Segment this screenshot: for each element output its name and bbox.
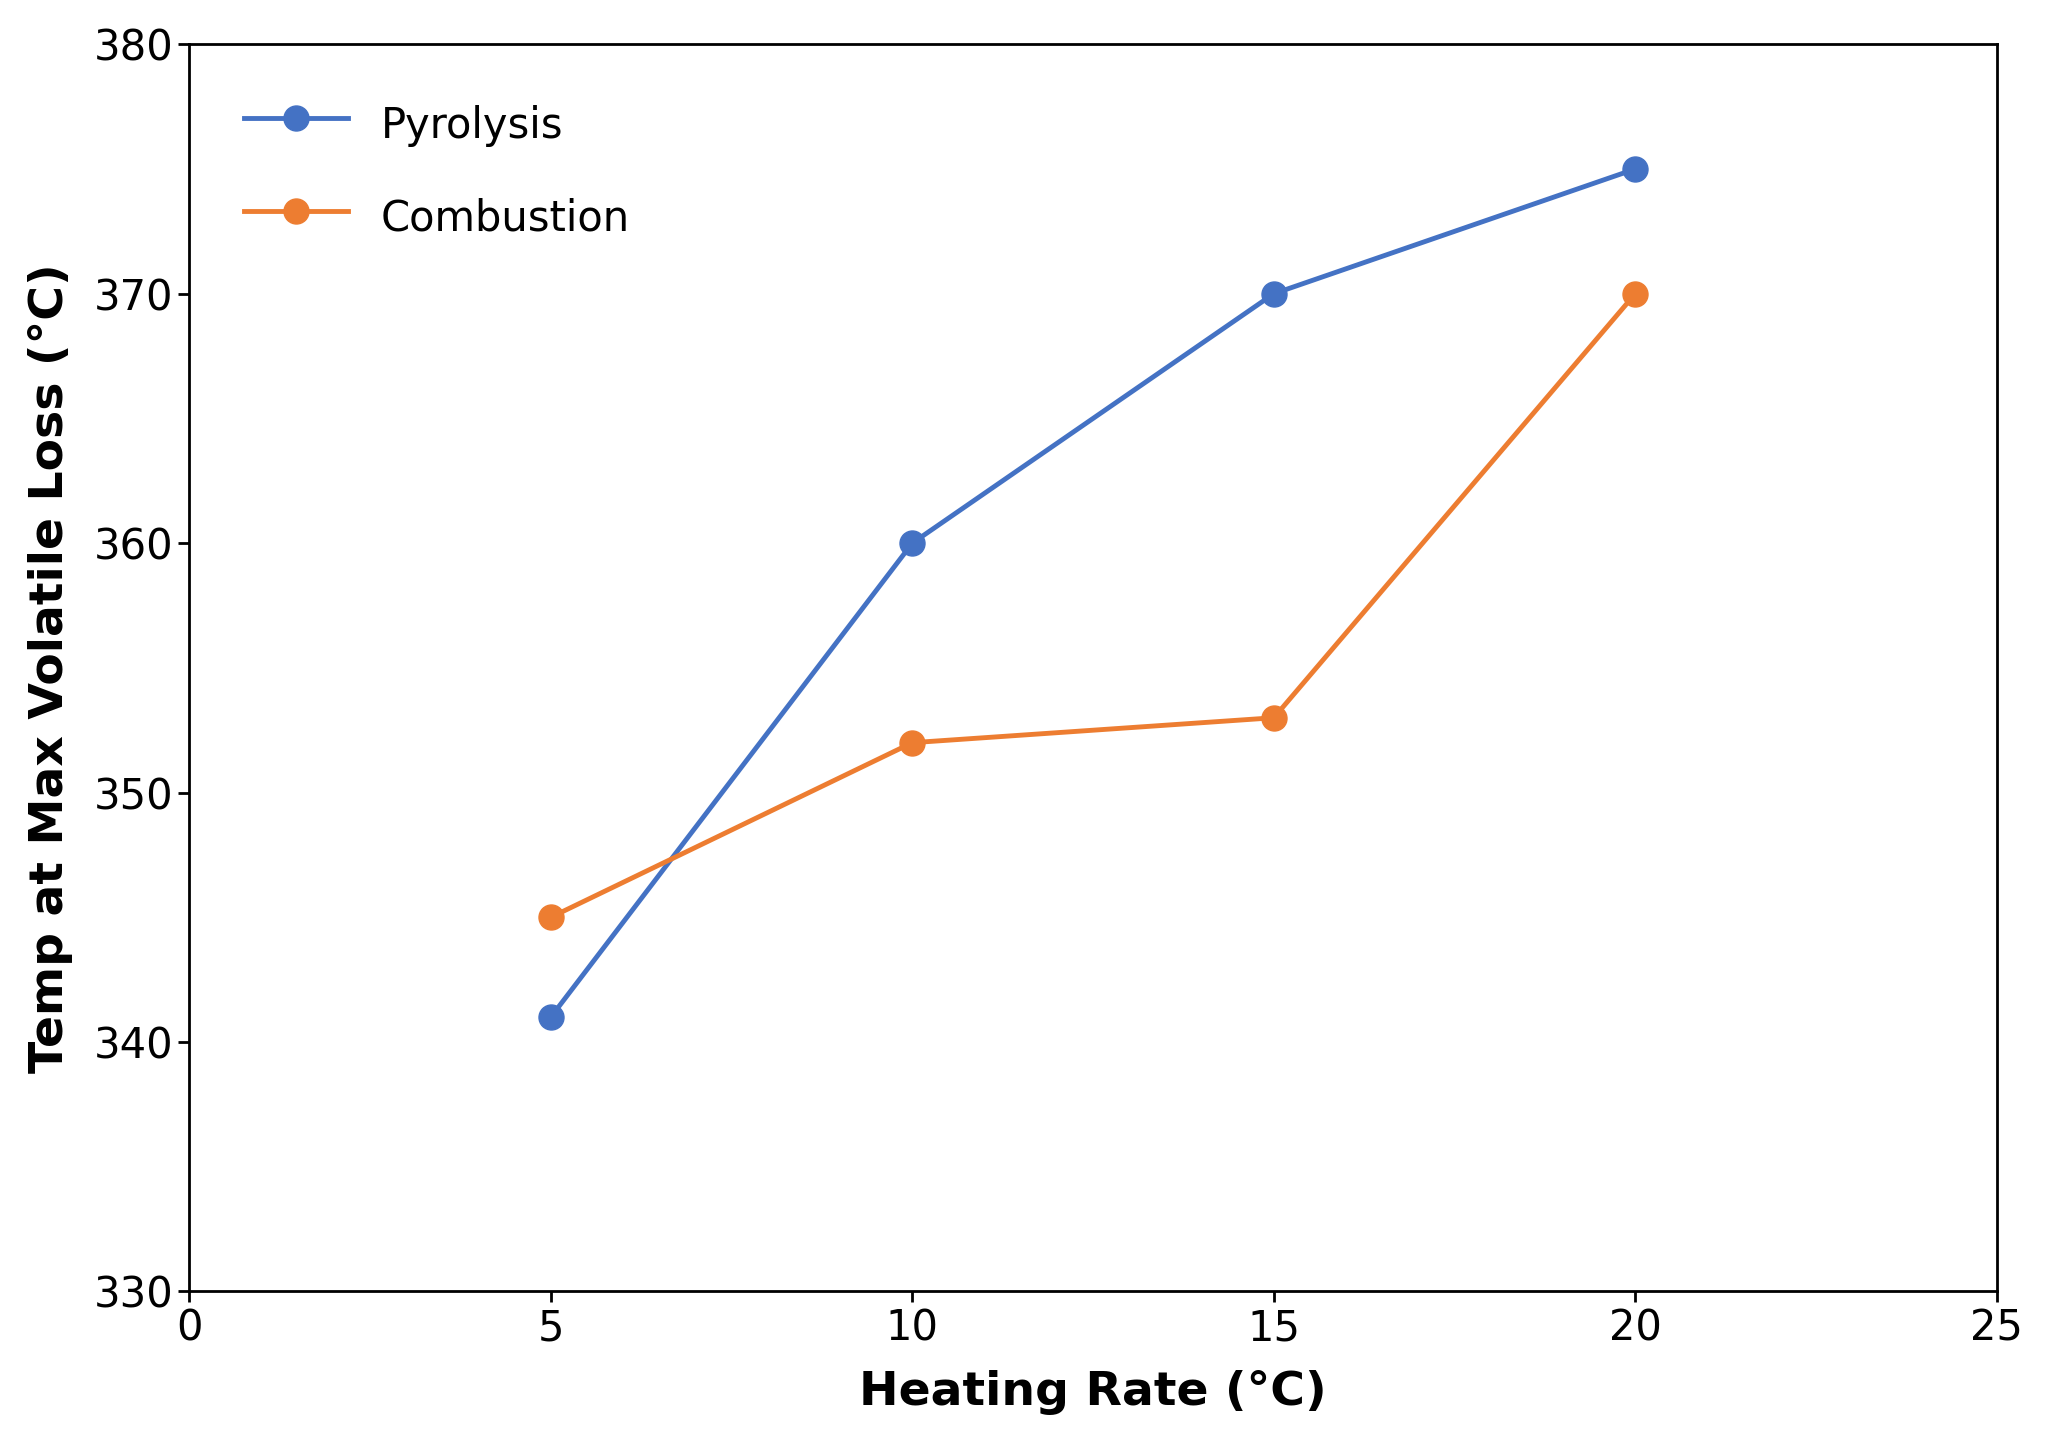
Combustion xyxy=(900,734,925,752)
Combustion xyxy=(539,909,564,926)
Legend: Pyrolysis, Combustion: Pyrolysis, Combustion xyxy=(209,65,662,276)
Pyrolysis xyxy=(1261,286,1286,303)
Combustion xyxy=(1261,709,1286,726)
Line: Combustion: Combustion xyxy=(537,281,1647,929)
Pyrolysis xyxy=(900,534,925,551)
Combustion xyxy=(1622,286,1647,303)
Pyrolysis xyxy=(539,1009,564,1026)
Pyrolysis xyxy=(1622,160,1647,177)
X-axis label: Heating Rate (°C): Heating Rate (°C) xyxy=(859,1371,1327,1416)
Y-axis label: Temp at Max Volatile Loss (°C): Temp at Max Volatile Loss (°C) xyxy=(29,263,72,1072)
Line: Pyrolysis: Pyrolysis xyxy=(537,156,1647,1029)
